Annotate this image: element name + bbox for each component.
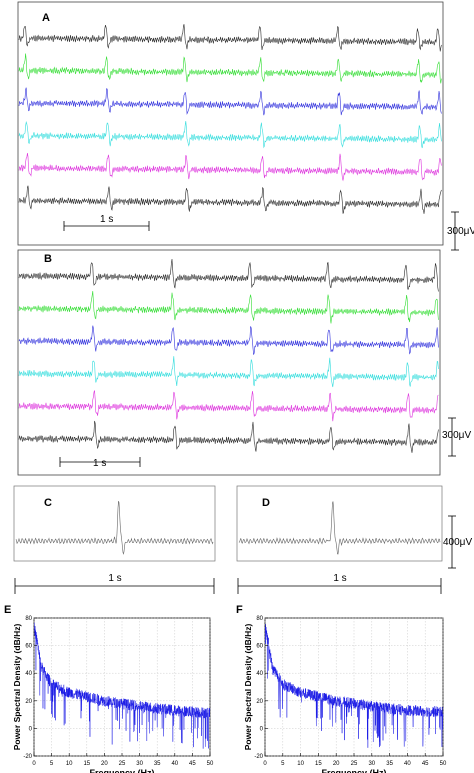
- panel-f: F 0 5 10 15 20 25 30 35 40 45 50-20020406080Freque…: [236, 604, 447, 773]
- panel-e-x-tick-label: 45: [189, 761, 196, 767]
- panel-d-frame: [236, 485, 443, 562]
- panel-f-x-axis-label: Frequency (Hz): [321, 768, 386, 773]
- panel-f-y-tick-label: 0: [260, 726, 264, 732]
- panel-f-x-tick-label: 5: [281, 761, 285, 767]
- panel-e-x-tick-label: 20: [101, 761, 108, 767]
- panel-d-label: D: [262, 497, 270, 509]
- panel-e-x-tick-label: 35: [154, 761, 161, 767]
- panel-a-label: A: [42, 12, 50, 24]
- panel-f-y-tick-label: 40: [256, 671, 263, 677]
- panel-f-psd-line: [265, 624, 444, 748]
- panel-e-x-tick-label: 10: [66, 761, 73, 767]
- panel-b-series-6: [18, 420, 439, 453]
- panel-c: C 1 s: [13, 485, 216, 594]
- panel-a-time-label: 1 s: [100, 214, 113, 225]
- panel-b: B 300μV 1 s: [17, 249, 471, 476]
- panel-a-series-1: [18, 24, 442, 52]
- panel-e-x-tick-label: 50: [207, 761, 214, 767]
- panel-a-series-4: [18, 120, 442, 149]
- panel-f-x-tick-label: 25: [351, 761, 358, 767]
- panel-f-x-tick-label: 50: [440, 761, 447, 767]
- panel-f-x-tick-label: 15: [315, 761, 322, 767]
- panel-e: E 0 5 10 15 20 25 30 35 40 45 50-20020406080Freque…: [4, 604, 214, 773]
- panel-e-x-tick-label: 40: [171, 761, 178, 767]
- panel-b-label: B: [44, 253, 52, 265]
- panel-d: D 400μV 1 s: [236, 485, 472, 594]
- panel-c-frame: [13, 485, 216, 562]
- panel-d-scale-label: 400μV: [443, 537, 472, 548]
- panel-e-x-tick-label: 30: [136, 761, 143, 767]
- panel-b-series-2: [18, 291, 439, 324]
- panel-f-x-tick-label: 10: [297, 761, 304, 767]
- panel-c-trace: [15, 500, 214, 555]
- panel-a-series-3: [18, 87, 442, 116]
- panel-b-series-4: [18, 356, 439, 388]
- panel-f-x-tick-label: 20: [333, 761, 340, 767]
- panel-c-time-label: 1 s: [108, 573, 121, 584]
- panel-e-y-tick-label: 80: [25, 616, 32, 622]
- panel-b-series-5: [18, 389, 439, 422]
- panel-b-series-3: [18, 325, 439, 355]
- panel-e-x-tick-label: 15: [83, 761, 90, 767]
- panel-b-time-label: 1 s: [93, 458, 106, 469]
- panel-f-y-axis-label: Power Spectral Density (dB/Hz): [243, 624, 253, 751]
- panel-a-series-6: [18, 185, 442, 214]
- panel-f-y-tick-label: 20: [256, 699, 263, 705]
- panel-e-y-tick-label: -20: [23, 754, 32, 760]
- panel-e-y-tick-label: 60: [25, 644, 32, 650]
- panel-f-y-tick-label: 80: [256, 616, 263, 622]
- panel-a-frame: [17, 1, 444, 246]
- panel-e-x-tick-label: 5: [50, 761, 54, 767]
- panel-a-series-5: [18, 153, 442, 182]
- panel-f-y-tick-label: -20: [254, 754, 263, 760]
- panel-d-trace: [238, 501, 441, 555]
- panel-f-x-tick-label: 40: [404, 761, 411, 767]
- panel-b-series-1: [18, 258, 439, 292]
- panel-f-x-tick-label: 35: [386, 761, 393, 767]
- panel-f-y-tick-label: 60: [256, 644, 263, 650]
- panel-a: A 300μV 1 s: [17, 1, 474, 251]
- panel-e-y-tick-label: 0: [29, 726, 33, 732]
- panel-b-frame: [17, 249, 441, 476]
- panel-e-label: E: [4, 604, 11, 616]
- panel-f-label: F: [236, 604, 243, 616]
- panel-f-x-tick-label: 45: [422, 761, 429, 767]
- panel-e-y-axis-label: Power Spectral Density (dB/Hz): [12, 624, 22, 751]
- panel-b-scale-label: 300μV: [442, 430, 471, 441]
- panel-e-x-tick-label: 25: [119, 761, 126, 767]
- panel-c-label: C: [44, 497, 52, 509]
- panel-e-psd-line: [34, 622, 211, 749]
- panel-d-time-label: 1 s: [333, 573, 346, 584]
- panel-e-y-tick-label: 20: [25, 699, 32, 705]
- panel-a-series-2: [18, 53, 442, 84]
- panel-e-x-tick-label: 0: [32, 761, 36, 767]
- panel-f-x-tick-label: 30: [368, 761, 375, 767]
- panel-a-scale-label: 300μV: [447, 226, 474, 237]
- panel-f-x-tick-label: 0: [263, 761, 267, 767]
- panel-e-x-axis-label: Frequency (Hz): [89, 768, 154, 773]
- panel-e-y-tick-label: 40: [25, 671, 32, 677]
